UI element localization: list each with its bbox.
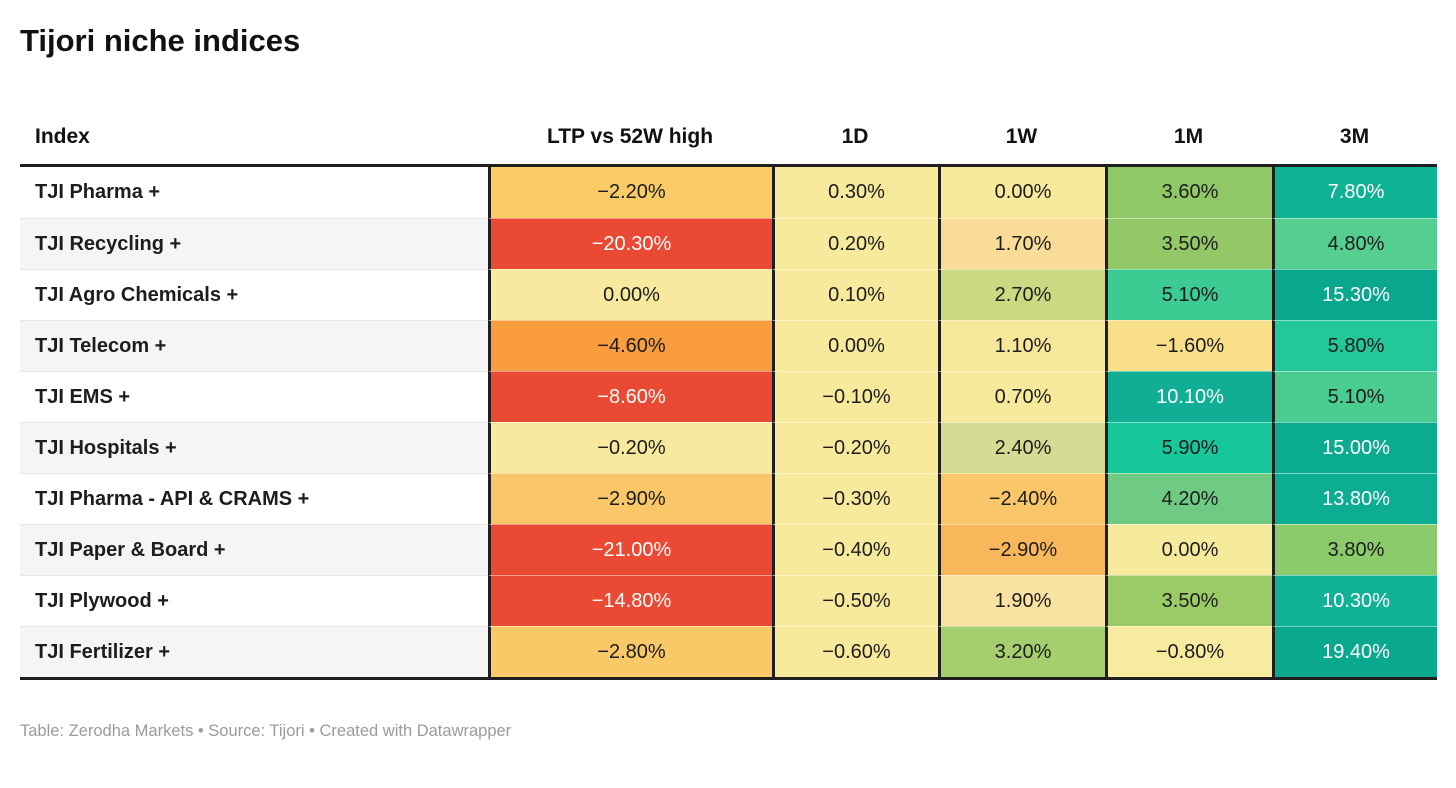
value-cell: −0.40% — [772, 524, 938, 575]
attribution-text: Table: Zerodha Markets • Source: Tijori … — [20, 722, 512, 740]
table-row: TJI Recycling + −20.30% 0.20% 1.70% 3.50% 4.8… — [20, 218, 1437, 269]
index-cell: TJI Fertilizer + — [20, 626, 488, 677]
page-title: Tijori niche indices — [20, 23, 301, 58]
index-cell: TJI Paper & Board + — [20, 524, 488, 575]
value-cell: 0.20% — [772, 218, 938, 269]
value-cell: 1.90% — [938, 575, 1105, 626]
column-header: 3M — [1339, 125, 1370, 148]
table-row: TJI Paper & Board + −21.00% −0.40% −2.90% 0.… — [20, 524, 1437, 575]
value-cell: −0.20% — [772, 422, 938, 473]
value-cell: 10.10% — [1105, 371, 1272, 422]
value-cell: 5.80% — [1272, 320, 1437, 371]
value-cell: 0.10% — [772, 269, 938, 320]
indices-table: Index LTP vs 52W high 1D 1W 1M 3M TJI Pharma … — [20, 110, 1437, 680]
value-cell: 5.10% — [1272, 371, 1437, 422]
column-header-index: Index — [35, 125, 90, 148]
table-row: TJI Fertilizer + −2.80% −0.60% 3.20% −0.80% 1… — [20, 626, 1437, 677]
value-cell: −0.50% — [772, 575, 938, 626]
index-cell: TJI Plywood + — [20, 575, 488, 626]
value-cell: −4.60% — [488, 320, 772, 371]
value-cell: −0.80% — [1105, 626, 1272, 677]
value-cell: −0.30% — [772, 473, 938, 524]
value-cell: 0.00% — [1105, 524, 1272, 575]
value-cell: −0.60% — [772, 626, 938, 677]
value-cell: −8.60% — [488, 371, 772, 422]
index-cell: TJI Recycling + — [20, 218, 488, 269]
value-cell: 0.00% — [938, 167, 1105, 218]
value-cell: 5.10% — [1105, 269, 1272, 320]
table-row: TJI Agro Chemicals +0.00% 0.10% 2.70% 5.10%… — [20, 269, 1437, 320]
value-cell: 4.80% — [1272, 218, 1437, 269]
table-row: TJI Pharma - API & CRAMS + −2.90% −0.30% −2… — [20, 473, 1437, 524]
value-cell: 5.90% — [1105, 422, 1272, 473]
value-cell: 3.50% — [1105, 218, 1272, 269]
value-cell: 2.40% — [938, 422, 1105, 473]
value-cell: 15.00% — [1272, 422, 1437, 473]
value-cell: −1.60% — [1105, 320, 1272, 371]
table-row: TJI EMS + −8.60% −0.10% 0.70% 10.10% 5.10% — [20, 371, 1437, 422]
table-header-row: Index LTP vs 52W high 1D 1W 1M 3M — [20, 110, 1437, 167]
value-cell: −2.40% — [938, 473, 1105, 524]
value-cell: 3.20% — [938, 626, 1105, 677]
value-cell: 15.30% — [1272, 269, 1437, 320]
value-cell: 0.30% — [772, 167, 938, 218]
value-cell: −2.20% — [488, 167, 772, 218]
table-row: TJI Pharma + −2.20% 0.30% 0.00% 3.60% 7.80% — [20, 167, 1437, 218]
index-cell: TJI Telecom + — [20, 320, 488, 371]
value-cell: 0.00% — [488, 269, 772, 320]
table-body: TJI Pharma + −2.20% 0.30% 0.00% 3.60% 7.80% TJ… — [20, 167, 1437, 677]
value-cell: −21.00% — [488, 524, 772, 575]
value-cell: 19.40% — [1272, 626, 1437, 677]
index-cell: TJI Hospitals + — [20, 422, 488, 473]
value-cell: 4.20% — [1105, 473, 1272, 524]
value-cell: −0.10% — [772, 371, 938, 422]
value-cell: 2.70% — [938, 269, 1105, 320]
value-cell: −0.20% — [488, 422, 772, 473]
index-cell: TJI Pharma + — [20, 167, 488, 218]
value-cell: 7.80% — [1272, 167, 1437, 218]
value-cell: 10.30% — [1272, 575, 1437, 626]
value-cell: −2.90% — [488, 473, 772, 524]
index-cell: TJI Pharma - API & CRAMS + — [20, 473, 488, 524]
value-cell: −2.90% — [938, 524, 1105, 575]
index-cell: TJI Agro Chemicals + — [20, 269, 488, 320]
value-cell: 0.70% — [938, 371, 1105, 422]
column-header: 1D — [841, 125, 869, 148]
value-cell: −2.80% — [488, 626, 772, 677]
value-cell: 1.70% — [938, 218, 1105, 269]
value-cell: 3.60% — [1105, 167, 1272, 218]
table-row: TJI Telecom + −4.60% 0.00% 1.10% −1.60% 5.80% — [20, 320, 1437, 371]
index-cell: TJI EMS + — [20, 371, 488, 422]
value-cell: 3.50% — [1105, 575, 1272, 626]
column-header: 1W — [1005, 125, 1038, 148]
column-header: LTP vs 52W high — [546, 125, 714, 148]
value-cell: −20.30% — [488, 218, 772, 269]
value-cell: 13.80% — [1272, 473, 1437, 524]
value-cell: 1.10% — [938, 320, 1105, 371]
table-row: TJI Plywood + −14.80% −0.50% 1.90% 3.50% 10.3… — [20, 575, 1437, 626]
value-cell: 3.80% — [1272, 524, 1437, 575]
page: Tijori niche indices Index LTP vs 52W hig… — [0, 22, 1456, 741]
table-row: TJI Hospitals + −0.20% −0.20% 2.40% 5.90% 15.… — [20, 422, 1437, 473]
value-cell: −14.80% — [488, 575, 772, 626]
value-cell: 0.00% — [772, 320, 938, 371]
column-header: 1M — [1173, 125, 1204, 148]
